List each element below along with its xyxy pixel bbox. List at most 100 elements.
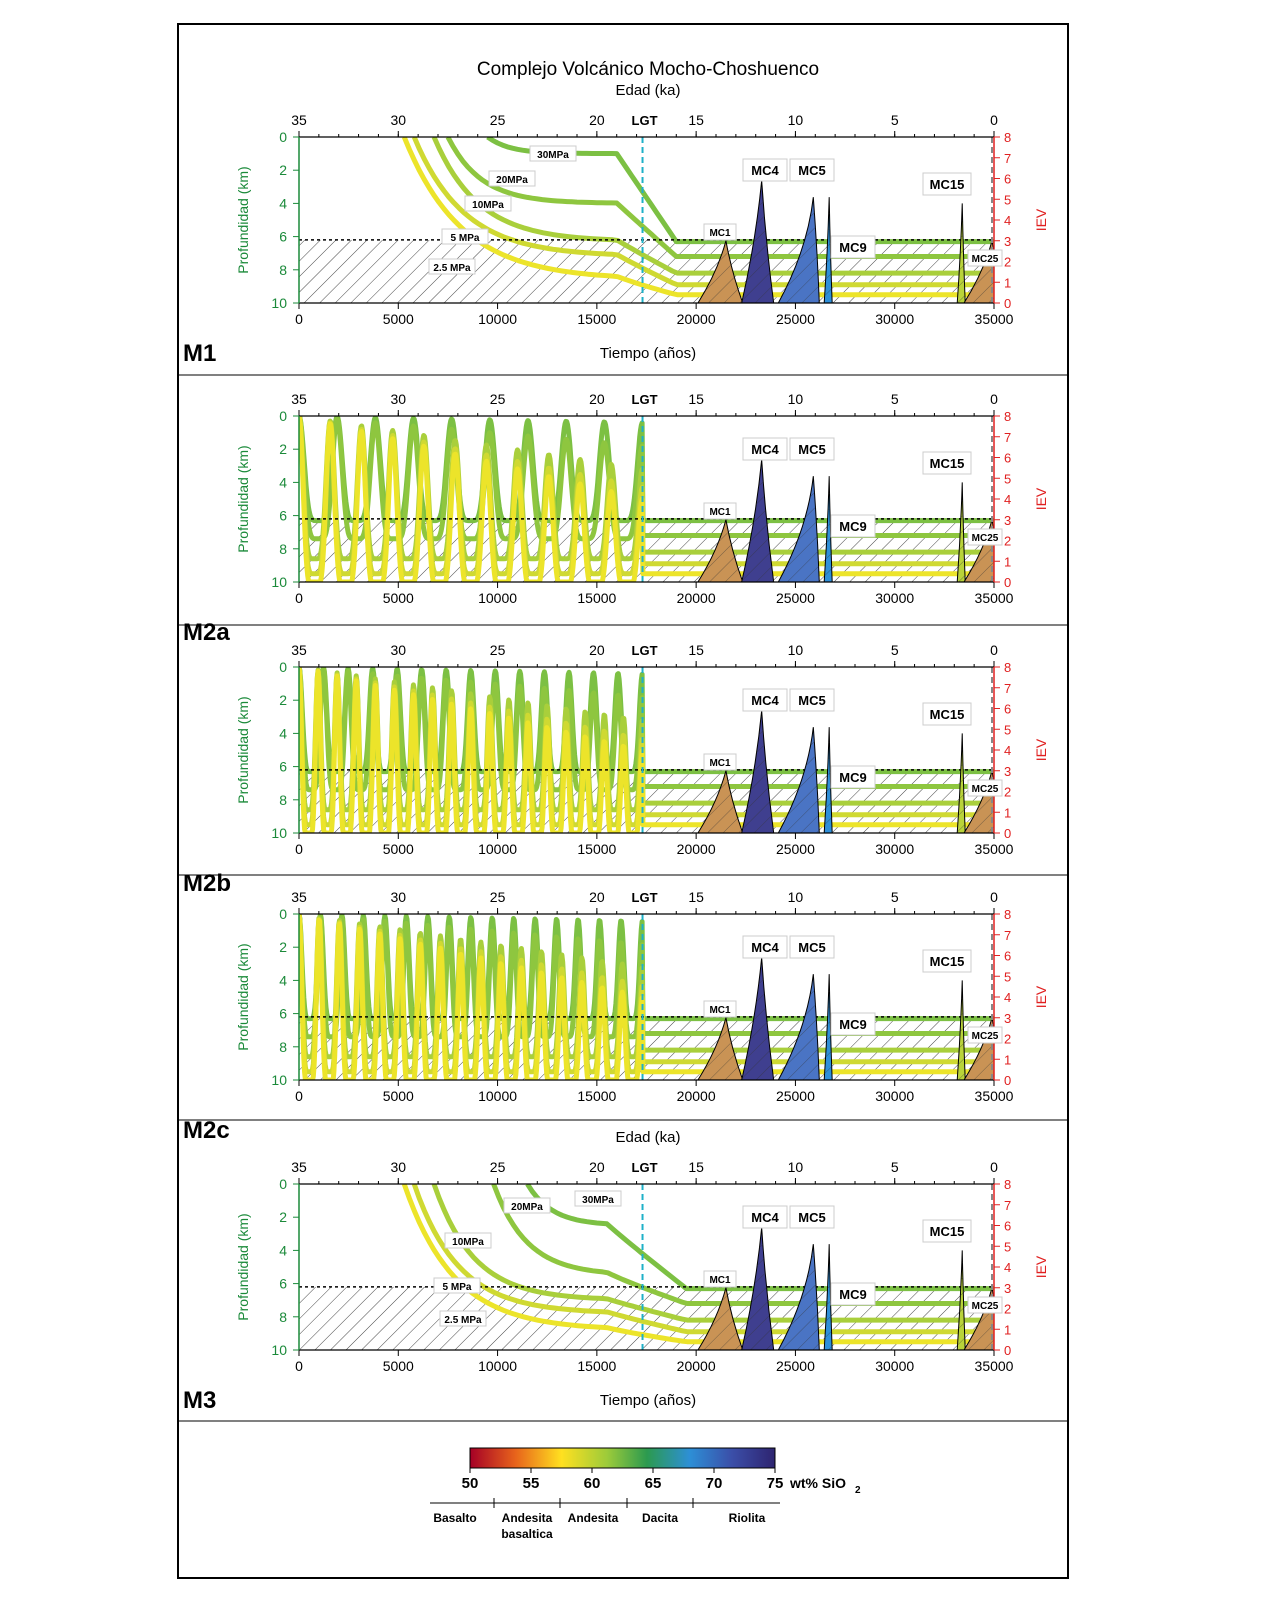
bottom-tick-label: 5000 (383, 590, 414, 606)
bottom-tick-label: 0 (295, 311, 303, 327)
bottom-tick-label: 25000 (776, 841, 815, 857)
eruption-hatch-MC5 (778, 197, 820, 303)
top-tick-label: 15 (688, 1159, 704, 1175)
plot-area (299, 1184, 994, 1350)
left-axis-label: Profundidad (km) (235, 445, 251, 552)
panel-label-M2a: M2a (183, 619, 230, 646)
pressure-label-box (574, 1190, 622, 1207)
plot-area (299, 914, 994, 1080)
right-tick-label: 7 (1004, 1198, 1011, 1213)
pressure-label-box (439, 1310, 487, 1327)
top-tick-label: 25 (490, 642, 506, 658)
top-tick-label: 20 (589, 642, 605, 658)
top-tick-label: 25 (490, 391, 506, 407)
left-tick-label: 2 (279, 162, 287, 178)
colorbar-gradient (469, 1447, 776, 1469)
top-tick-label: 30 (390, 112, 406, 128)
eruption-label-box (922, 172, 972, 196)
eruption-label-box (922, 1219, 972, 1243)
left-tick-label: 8 (279, 1039, 287, 1055)
bottom-tick-label: 0 (295, 841, 303, 857)
right-tick-label: 6 (1004, 1219, 1011, 1234)
bottom-tick-label: 25000 (776, 590, 815, 606)
bottom-tick-label: 30000 (875, 1358, 914, 1374)
right-tick-label: 4 (1004, 492, 1011, 507)
left-tick-label: 0 (279, 129, 287, 145)
right-axis-label: IEV (1033, 487, 1049, 510)
top-tick-label: 5 (891, 1159, 899, 1175)
plot-area (299, 667, 994, 833)
bottom-tick-label: 25000 (776, 1358, 815, 1374)
eruption-label-box (922, 451, 972, 475)
lgt-label: LGT (632, 113, 658, 128)
left-tick-label: 10 (271, 1342, 287, 1358)
bottom-tick-label: 30000 (875, 1088, 914, 1104)
eruption-hatch-MC9 (824, 476, 833, 582)
bottom-tick-label: 5000 (383, 841, 414, 857)
top-tick-label: 30 (390, 391, 406, 407)
rock-type-andesita-basaltica: Andesita (502, 1511, 553, 1525)
series-line-20MPa (491, 1184, 990, 1306)
bottom-tick-label: 20000 (677, 590, 716, 606)
bottom-axis-label: Tiempo (años) (600, 1392, 696, 1409)
bottom-tick-label: 30000 (875, 590, 914, 606)
bottom-tick-label: 5000 (383, 311, 414, 327)
plot-area (299, 137, 994, 303)
eruption-label-box (703, 1000, 737, 1018)
series-line-2.5MPa (401, 1184, 990, 1345)
left-tick-label: 8 (279, 541, 287, 557)
pressure-label: 30MPa (582, 1195, 614, 1206)
colorbar-tick-label: 55 (523, 1475, 540, 1492)
lgt-label: LGT (632, 392, 658, 407)
pressure-label-box (464, 195, 512, 212)
left-tick-label: 10 (271, 574, 287, 590)
eruption-label-MC4: MC4 (751, 940, 779, 955)
top-tick-label: 0 (990, 1159, 998, 1175)
eruption-label-box (742, 935, 788, 959)
eruption-label-MC9: MC9 (839, 240, 866, 255)
top-tick-label: 10 (788, 1159, 804, 1175)
colorbar: 50 55 60 65 70 75 wt% SiO 2 Basalto Andesita basal… (430, 1447, 861, 1541)
bottom-tick-label: 5000 (383, 1088, 414, 1104)
right-tick-label: 1 (1004, 1322, 1011, 1337)
rock-type-basaltica: basaltica (501, 1527, 553, 1541)
eruption-label-box (742, 437, 788, 461)
eruption-label-box (830, 235, 876, 259)
top-tick-label: 15 (688, 889, 704, 905)
eruption-label-MC15: MC15 (930, 456, 965, 471)
bottom-tick-label: 10000 (478, 1358, 517, 1374)
eruption-label-MC25: MC25 (972, 254, 999, 265)
panel-label-M1: M1 (183, 340, 216, 367)
right-tick-label: 8 (1004, 409, 1011, 424)
top-axis-label: Edad (ka) (615, 1129, 680, 1146)
right-tick-label: 4 (1004, 990, 1011, 1005)
colorbar-tick-label: 50 (462, 1475, 479, 1492)
right-tick-label: 0 (1004, 575, 1011, 590)
colorbar-tick-label: 65 (645, 1475, 662, 1492)
eruption-label-MC15: MC15 (930, 954, 965, 969)
figure-title: Complejo Volcánico Mocho-Choshuenco (477, 59, 819, 80)
right-tick-label: 7 (1004, 681, 1011, 696)
left-tick-label: 0 (279, 408, 287, 424)
top-tick-label: 10 (788, 112, 804, 128)
left-tick-label: 0 (279, 1176, 287, 1192)
right-tick-label: 0 (1004, 1073, 1011, 1088)
bottom-tick-label: 30000 (875, 841, 914, 857)
eruption-label-box (703, 223, 737, 241)
left-tick-label: 10 (271, 295, 287, 311)
right-tick-label: 7 (1004, 430, 1011, 445)
left-tick-label: 8 (279, 262, 287, 278)
bottom-tick-label: 10000 (478, 311, 517, 327)
left-axis-label: Profundidad (km) (235, 1213, 251, 1320)
right-tick-label: 2 (1004, 1302, 1011, 1317)
figure-frame (177, 23, 1069, 1579)
pressure-label-box (529, 145, 577, 162)
bottom-tick-label: 35000 (975, 1358, 1014, 1374)
eruption-hatch-MC25 (964, 770, 994, 833)
bottom-tick-label: 10000 (478, 590, 517, 606)
eruption-label-MC25: MC25 (972, 1301, 999, 1312)
right-tick-label: 3 (1004, 234, 1011, 249)
eruption-label-MC4: MC4 (751, 1210, 779, 1225)
series-line-30MPa (299, 416, 994, 524)
eruption-label-MC1: MC1 (709, 507, 731, 518)
